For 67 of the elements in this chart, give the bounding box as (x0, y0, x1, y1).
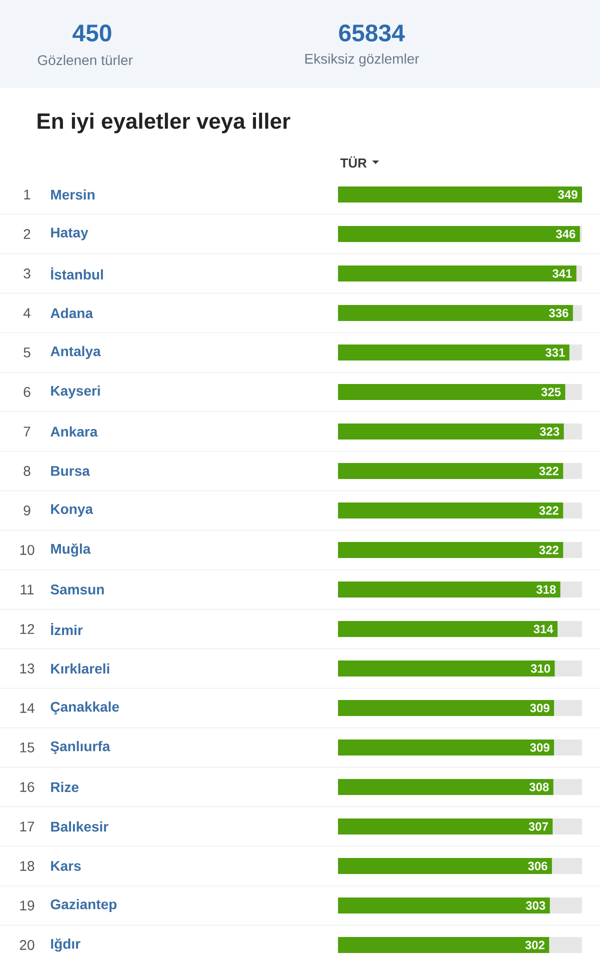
text: 15 (20, 742, 34, 752)
x-axis-title: TÜR (340, 156, 367, 168)
y-tick-label: Balıkesir (51, 821, 108, 832)
data-label: 309 (530, 743, 550, 752)
y-tick-label: Rize (51, 782, 79, 792)
chart-title: En iyi eyaletler veya iller (38, 112, 290, 134)
data-label: 346 (556, 230, 576, 238)
data-label: 322 (539, 546, 558, 554)
y-tick-label: Kars (51, 861, 81, 871)
y-tick-label: İzmir (51, 623, 83, 635)
y-tick-label: Kayseri (51, 385, 100, 399)
y-tick-label: Ankara (50, 426, 98, 437)
text: 18 (20, 861, 34, 871)
bar (338, 266, 576, 282)
text: 1 (24, 190, 30, 200)
text: 17 (20, 822, 34, 832)
data-label: 303 (526, 901, 546, 910)
text: 19 (20, 900, 34, 910)
y-tick-label: Samsun (50, 584, 104, 594)
text: 4 (23, 308, 30, 318)
text: 7 (24, 426, 30, 436)
y-tick-label: Adana (50, 308, 94, 318)
text: 14 (20, 703, 34, 713)
text: 16 (20, 782, 34, 792)
data-label: 325 (541, 388, 561, 396)
data-label: 310 (530, 664, 550, 673)
text: 6 (24, 387, 30, 397)
y-tick-label: Şanlıurfa (50, 740, 110, 754)
text: 13 (20, 664, 34, 674)
data-label: 322 (539, 506, 558, 515)
y-tick-label: Çanakkale (50, 701, 119, 715)
data-label: 349 (558, 190, 578, 199)
data-label: 322 (539, 466, 558, 476)
text: 11 (20, 584, 34, 594)
text: 3 (24, 268, 30, 278)
data-label: 314 (534, 624, 554, 634)
data-label: 323 (540, 427, 560, 436)
text: 9 (24, 506, 30, 516)
data-label: 309 (530, 704, 550, 712)
text: 65834 (339, 24, 405, 42)
data-label: 302 (525, 940, 544, 950)
data-label: 331 (545, 348, 565, 357)
y-tick-label: İstanbul (51, 267, 103, 280)
data-label: 336 (548, 308, 568, 318)
text: 5 (24, 348, 30, 358)
data-label: 306 (528, 862, 548, 870)
text: 12 (20, 624, 34, 634)
text: 20 (20, 940, 34, 950)
text: 450 (72, 24, 112, 42)
text: 10 (20, 545, 34, 555)
y-tick-label: Hatay (51, 228, 88, 240)
y-tick-label: Bursa (51, 466, 90, 476)
data-label: 318 (536, 585, 556, 594)
data-label: 341 (552, 269, 572, 278)
y-tick-label: Konya (51, 504, 94, 517)
y-tick-label: Antalya (50, 346, 101, 360)
text: Gözlenen türler (38, 54, 133, 66)
y-tick-label: Gaziantep (50, 898, 117, 912)
text: Eksiksiz gözlemler (305, 53, 420, 67)
y-tick-label: Kırklareli (51, 663, 110, 674)
y-tick-label: Mersin (51, 189, 94, 200)
text: 8 (24, 466, 30, 476)
data-label: 307 (528, 822, 548, 831)
data-label: 308 (529, 782, 549, 792)
y-tick-label: Muğla (51, 543, 91, 557)
y-tick-label: Iğdır (51, 938, 80, 952)
text: 2 (24, 229, 30, 239)
